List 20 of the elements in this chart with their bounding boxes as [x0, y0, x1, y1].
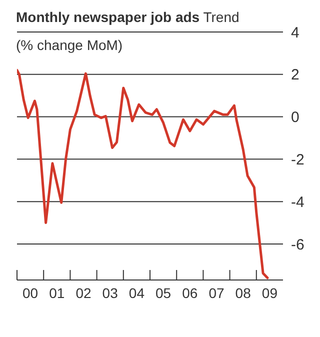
x-tick-label: 08	[235, 285, 252, 301]
x-tick-label: 07	[208, 285, 224, 301]
chart-title: Monthly newspaper job ads	[16, 9, 200, 25]
y-tick-label: -2	[291, 152, 304, 169]
chart-subtitle: Trend	[203, 9, 240, 25]
x-tick-label: 05	[156, 285, 172, 301]
y-tick-label: -4	[291, 194, 304, 211]
y-tick-label: 2	[291, 66, 300, 84]
x-tick-label: 06	[182, 285, 198, 301]
x-tick-label: 09	[262, 285, 278, 301]
x-tick-label: 03	[102, 285, 118, 301]
y-axis-title: (% change MoM)	[16, 37, 123, 53]
y-tick-label: -6	[291, 236, 304, 254]
x-tick-label: 00	[22, 285, 38, 301]
y-tick-label: 4	[291, 24, 300, 42]
x-tick-label: 01	[49, 285, 65, 301]
y-tick-label: 0	[291, 109, 300, 126]
line-series	[17, 68, 269, 280]
x-tick-label: 04	[128, 285, 145, 301]
x-tick-label: 02	[76, 285, 92, 301]
